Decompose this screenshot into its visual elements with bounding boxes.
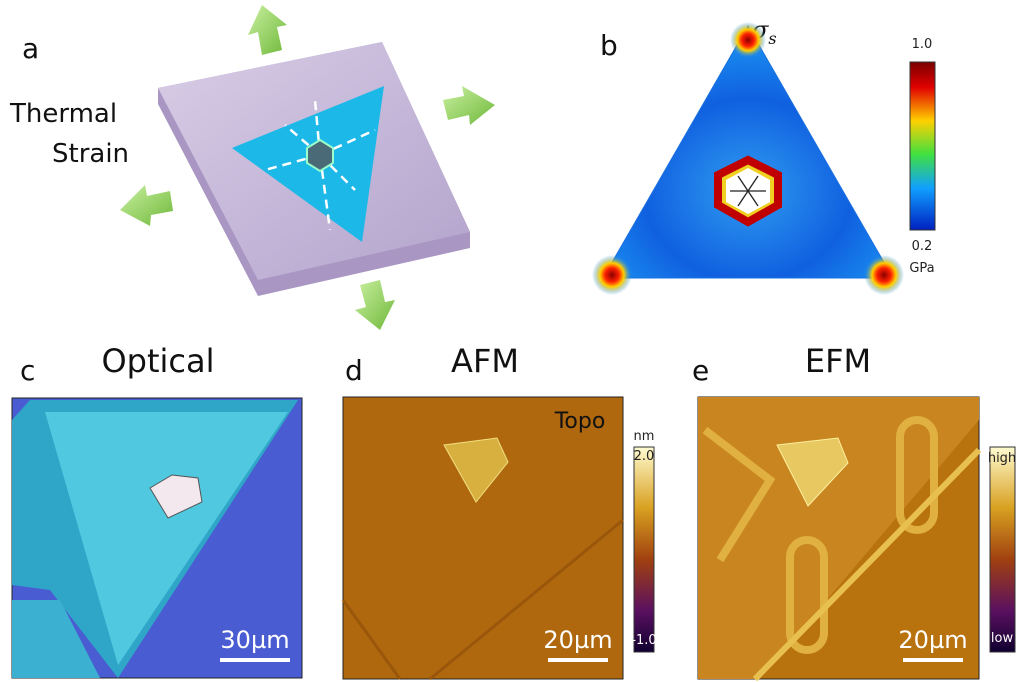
edge [341, 599, 402, 680]
panel-label: a [22, 32, 39, 65]
colorbar-unit: nm [634, 429, 655, 444]
colorbar-max: 2.0 [634, 449, 655, 464]
panel-label: d [345, 354, 363, 387]
hotspot [730, 22, 766, 58]
scale-label: 30µm [220, 626, 289, 654]
hotspot [592, 255, 632, 295]
hexagon [306, 138, 334, 173]
edge [752, 447, 982, 682]
inset-label: Topo [554, 409, 606, 434]
panel-title: Optical [101, 342, 214, 380]
symbol-sub: s [768, 29, 776, 48]
colorbar-min: -1.0 [631, 633, 656, 648]
patterns [702, 416, 938, 654]
stress-map [602, 24, 894, 279]
caption: Strain [52, 139, 129, 169]
colorbar-max: high [988, 451, 1016, 466]
arrows [120, 5, 495, 330]
flake [443, 437, 509, 503]
panel-title: EFM [805, 342, 871, 380]
scale-label: 20µm [898, 626, 967, 654]
caption: Thermal [9, 99, 117, 129]
edge [429, 518, 624, 681]
hotspot [864, 255, 904, 295]
scale-label: 20µm [543, 626, 612, 654]
colorbar-max: 1.0 [912, 37, 933, 52]
flake [776, 437, 849, 507]
colorbar [633, 446, 655, 653]
colorbar-min: 0.2 [912, 239, 933, 254]
panel-label: c [20, 354, 35, 387]
panel-label: e [692, 354, 709, 387]
crystal [12, 600, 100, 678]
panel-title: AFM [451, 342, 519, 380]
hole [149, 474, 203, 519]
panel-label: b [600, 29, 618, 62]
colorbar-min: low [991, 631, 1014, 646]
region [698, 397, 979, 679]
colorbar [909, 61, 936, 231]
colorbar-unit: GPa [909, 261, 934, 276]
colorbar [989, 446, 1016, 653]
crystal [45, 412, 288, 665]
center-arrows [730, 175, 766, 207]
